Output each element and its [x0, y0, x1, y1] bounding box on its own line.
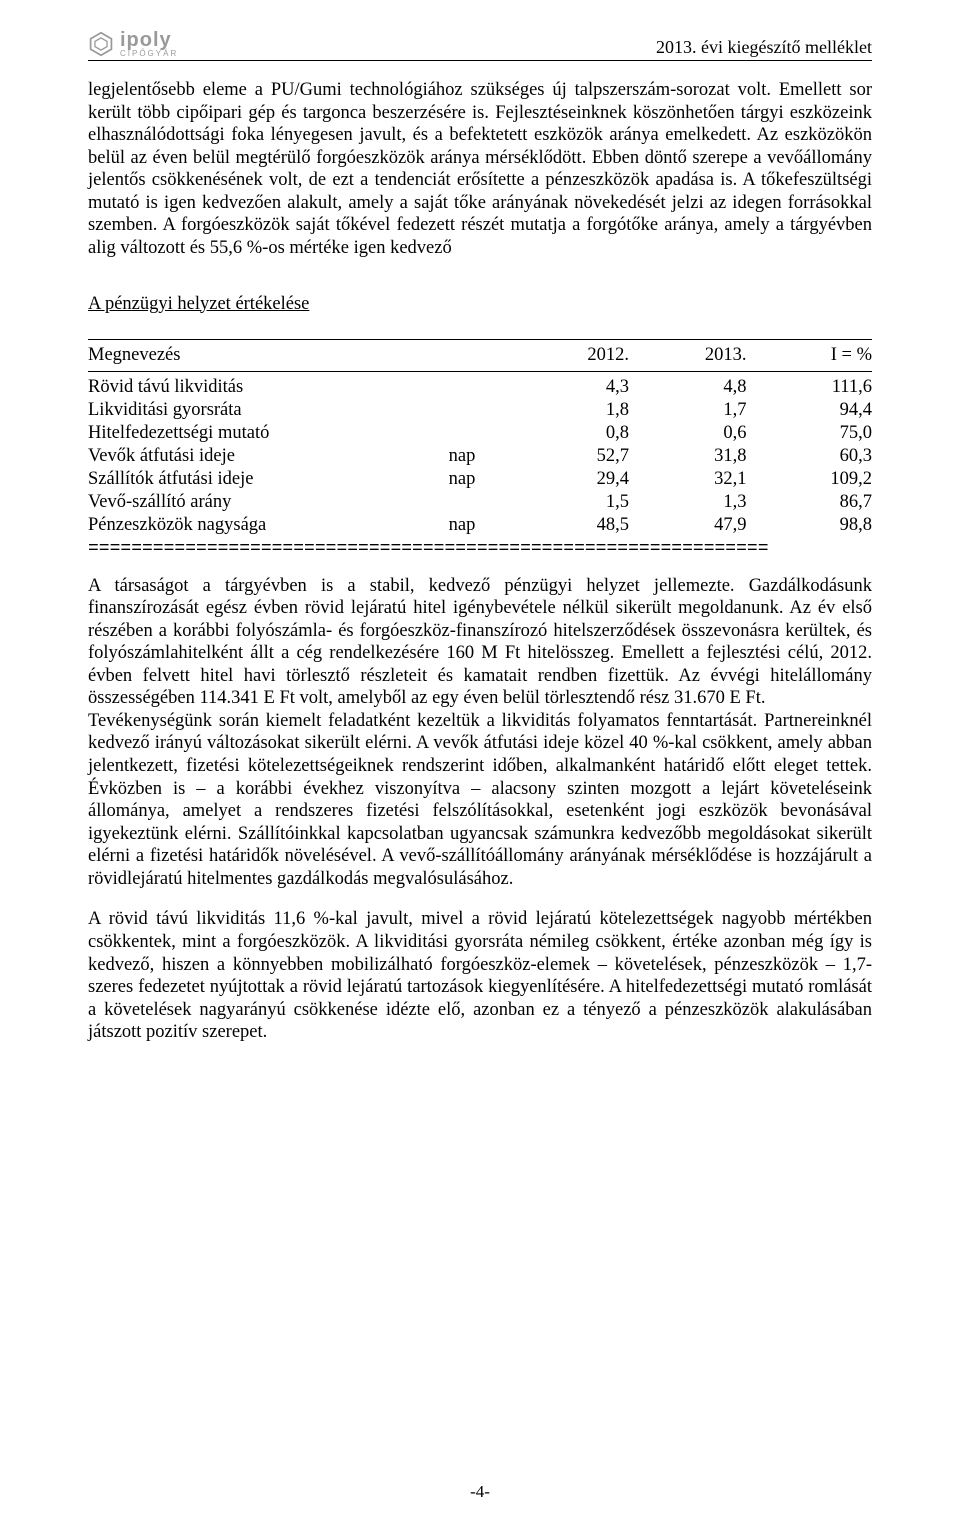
cell-name: Vevők átfutási ideje — [88, 445, 449, 468]
cell-unit — [449, 399, 512, 422]
financial-table-body: Rövid távú likviditás4,34,8111,6Likvidit… — [88, 376, 872, 537]
cell-name: Vevő-szállító arány — [88, 491, 449, 514]
th-index: I = % — [747, 344, 872, 367]
cell-2012: 29,4 — [511, 468, 629, 491]
cell-name: Rövid távú likviditás — [88, 376, 449, 399]
cell-unit — [449, 491, 512, 514]
paragraph-3: Tevékenységünk során kiemelt feladatként… — [88, 710, 872, 891]
th-name: Megnevezés — [88, 344, 449, 367]
cell-name: Likviditási gyorsráta — [88, 399, 449, 422]
th-2013: 2013. — [629, 344, 747, 367]
cell-index: 75,0 — [747, 422, 872, 445]
page-number: -4- — [0, 1482, 960, 1502]
paragraph-4: A rövid távú likviditás 11,6 %-kal javul… — [88, 908, 872, 1043]
table-row: Pénzeszközök nagyságanap48,547,998,8 — [88, 514, 872, 537]
cell-2012: 1,8 — [511, 399, 629, 422]
cell-index: 98,8 — [747, 514, 872, 537]
table-row: Vevő-szállító arány 1,51,386,7 — [88, 491, 872, 514]
hex-icon — [88, 31, 114, 57]
cell-unit — [449, 422, 512, 445]
section-title: A pénzügyi helyzet értékelése — [88, 294, 872, 315]
page: ipoly CIPŐGYÁR 2013. évi kiegészítő mell… — [0, 0, 960, 1520]
cell-2013: 31,8 — [629, 445, 747, 468]
paragraph-gap — [88, 890, 872, 908]
cell-2012: 52,7 — [511, 445, 629, 468]
logo: ipoly CIPŐGYÁR — [88, 30, 178, 58]
th-2012: 2012. — [511, 344, 629, 367]
header-title: 2013. évi kiegészítő melléklet — [656, 37, 872, 58]
table-double-rule: ========================================… — [88, 539, 872, 559]
cell-2013: 0,6 — [629, 422, 747, 445]
logo-text: ipoly CIPŐGYÁR — [120, 30, 178, 58]
cell-2013: 1,7 — [629, 399, 747, 422]
cell-unit: nap — [449, 445, 512, 468]
financial-table-header: Megnevezés 2012. 2013. I = % — [88, 344, 872, 367]
table-row: Vevők átfutási idejenap52,731,860,3 — [88, 445, 872, 468]
paragraph-2: A társaságot a tárgyévben is a stabil, k… — [88, 575, 872, 710]
cell-name: Pénzeszközök nagysága — [88, 514, 449, 537]
cell-2013: 4,8 — [629, 376, 747, 399]
table-row: Rövid távú likviditás 4,34,8111,6 — [88, 376, 872, 399]
logo-main: ipoly — [120, 30, 178, 50]
cell-index: 94,4 — [747, 399, 872, 422]
cell-index: 86,7 — [747, 491, 872, 514]
cell-name: Szállítók átfutási ideje — [88, 468, 449, 491]
logo-sub: CIPŐGYÁR — [120, 50, 178, 58]
cell-2012: 48,5 — [511, 514, 629, 537]
page-header: ipoly CIPŐGYÁR 2013. évi kiegészítő mell… — [88, 30, 872, 61]
cell-index: 111,6 — [747, 376, 872, 399]
paragraph-1: legjelentősebb eleme a PU/Gumi technológ… — [88, 79, 872, 260]
cell-2012: 0,8 — [511, 422, 629, 445]
cell-2012: 1,5 — [511, 491, 629, 514]
cell-2013: 1,3 — [629, 491, 747, 514]
cell-2013: 47,9 — [629, 514, 747, 537]
table-row: Hitelfedezettségi mutató 0,80,675,0 — [88, 422, 872, 445]
table-row: Likviditási gyorsráta 1,81,794,4 — [88, 399, 872, 422]
table-header-row: Megnevezés 2012. 2013. I = % — [88, 344, 872, 367]
cell-index: 60,3 — [747, 445, 872, 468]
table-rule-top — [88, 339, 872, 340]
cell-2012: 4,3 — [511, 376, 629, 399]
cell-unit: nap — [449, 468, 512, 491]
cell-unit — [449, 376, 512, 399]
table-row: Szállítók átfutási idejenap29,432,1109,2 — [88, 468, 872, 491]
cell-name: Hitelfedezettségi mutató — [88, 422, 449, 445]
th-unit — [449, 344, 512, 367]
cell-2013: 32,1 — [629, 468, 747, 491]
cell-unit: nap — [449, 514, 512, 537]
table-rule-mid — [88, 371, 872, 372]
cell-index: 109,2 — [747, 468, 872, 491]
